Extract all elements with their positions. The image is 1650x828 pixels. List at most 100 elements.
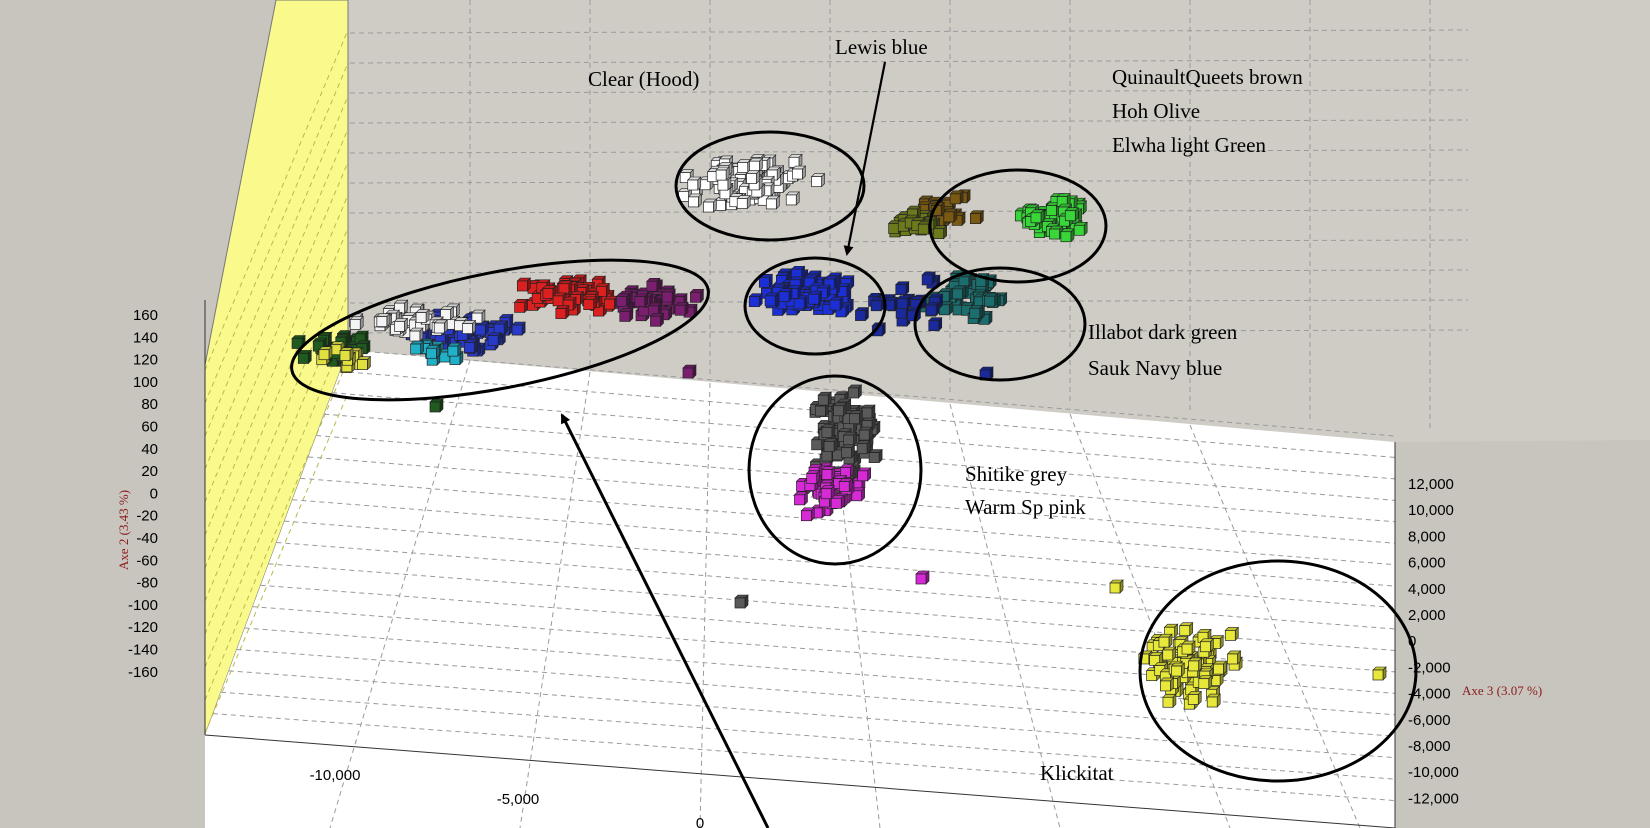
floor-gridline — [300, 477, 1396, 566]
data-point — [856, 439, 871, 455]
floor-gridline — [276, 542, 1396, 630]
back-wall-gridline — [349, 179, 1469, 184]
data-point — [840, 443, 856, 459]
left-wall-gridline — [204, 194, 349, 536]
floor-gridline — [347, 349, 1396, 437]
data-point — [1199, 638, 1215, 653]
data-point — [932, 224, 948, 240]
data-point — [861, 404, 876, 419]
data-point — [788, 153, 803, 169]
data-point — [766, 166, 781, 181]
axis2-tick-label: -160 — [128, 664, 158, 681]
data-point — [429, 398, 444, 413]
axis2-tick-label: 80 — [141, 396, 158, 413]
data-point — [816, 284, 831, 299]
axis2-tick-label: 100 — [133, 374, 158, 391]
back-wall-gridline — [349, 149, 1469, 154]
data-point — [778, 287, 793, 303]
data-point — [1163, 623, 1179, 638]
data-point — [1224, 626, 1240, 642]
data-point — [842, 431, 858, 446]
annotation-label: Klickitat — [1040, 761, 1114, 785]
data-point — [356, 355, 372, 371]
data-point — [471, 309, 486, 324]
left-wall-gridline — [204, 260, 349, 602]
data-point — [558, 280, 573, 295]
data-point — [619, 307, 634, 323]
data-point — [1162, 693, 1177, 708]
floor-gridline — [829, 393, 881, 828]
data-point — [854, 306, 870, 322]
data-point — [848, 410, 864, 425]
data-point — [349, 315, 364, 331]
data-point — [595, 282, 611, 298]
axis2-tick-label: 140 — [133, 329, 158, 346]
data-point — [318, 345, 333, 361]
axis3-tick-label: 0 — [1408, 633, 1416, 650]
data-point — [1212, 660, 1228, 675]
data-point — [928, 316, 943, 332]
floor-gridline — [220, 691, 1396, 780]
data-point — [689, 288, 705, 304]
data-point — [785, 191, 800, 206]
data-point — [1060, 228, 1075, 243]
data-point — [943, 208, 958, 223]
data-point — [1158, 633, 1173, 648]
annotation-label: Shitike grey — [965, 462, 1068, 486]
data-point — [647, 302, 663, 317]
data-point — [542, 284, 557, 300]
data-point — [800, 507, 816, 522]
annotation-label: Hoh Olive — [1112, 99, 1200, 123]
data-point — [821, 423, 836, 439]
annotation-label: Warm Sp pink — [965, 495, 1086, 519]
data-point — [820, 485, 835, 500]
data-point — [1209, 634, 1224, 650]
data-point — [921, 271, 936, 286]
data-point — [870, 297, 885, 312]
data-point — [582, 295, 598, 311]
data-point — [805, 469, 821, 485]
data-point — [925, 301, 940, 316]
axis3-tick-label: 8,000 — [1408, 528, 1446, 545]
data-point — [949, 190, 964, 205]
data-point — [745, 169, 761, 185]
left-wall-gridline — [204, 128, 349, 470]
back-wall-gridline — [349, 329, 1469, 334]
data-point — [513, 298, 529, 314]
axis2-tick-label: -120 — [128, 619, 158, 636]
cluster-ellipse — [290, 258, 710, 402]
axis2-tick-label: -20 — [136, 508, 158, 525]
axis2-title: Axe 2 (3.43 %) — [116, 490, 131, 570]
data-point — [562, 296, 577, 311]
data-point — [1181, 640, 1196, 655]
floor — [205, 350, 1395, 828]
data-point — [958, 273, 973, 288]
data-point — [376, 312, 391, 328]
floor-gridline — [1069, 413, 1231, 828]
data-point — [1170, 662, 1186, 677]
data-point — [734, 594, 749, 609]
data-point — [830, 494, 845, 510]
data-point — [461, 319, 477, 335]
left-wall-gridline — [204, 326, 349, 668]
axis2-tick-label: 20 — [141, 463, 158, 480]
data-point — [1159, 677, 1175, 692]
annotation-label: Elwha light Green — [1112, 133, 1266, 157]
floor-gridline — [324, 413, 1396, 501]
cluster-ellipse — [928, 168, 1108, 284]
data-point — [938, 287, 953, 303]
back-wall-gridline — [349, 269, 1469, 274]
data-point — [339, 346, 354, 362]
annotations: Lewis blue Clear (Hood) QuinaultQueets bro… — [588, 35, 1303, 785]
left-wall-gridline — [204, 392, 349, 734]
data-point — [682, 364, 697, 379]
data-point — [409, 340, 425, 355]
data-point — [1206, 693, 1221, 708]
floor-gridline — [284, 520, 1396, 609]
data-point — [896, 294, 912, 310]
data-point — [425, 344, 441, 360]
cluster-ellipse — [674, 130, 866, 242]
floor-gridline — [236, 648, 1396, 737]
annotation-label: Clear (Hood) — [588, 67, 699, 91]
back-wall-gridline — [349, 239, 1469, 244]
